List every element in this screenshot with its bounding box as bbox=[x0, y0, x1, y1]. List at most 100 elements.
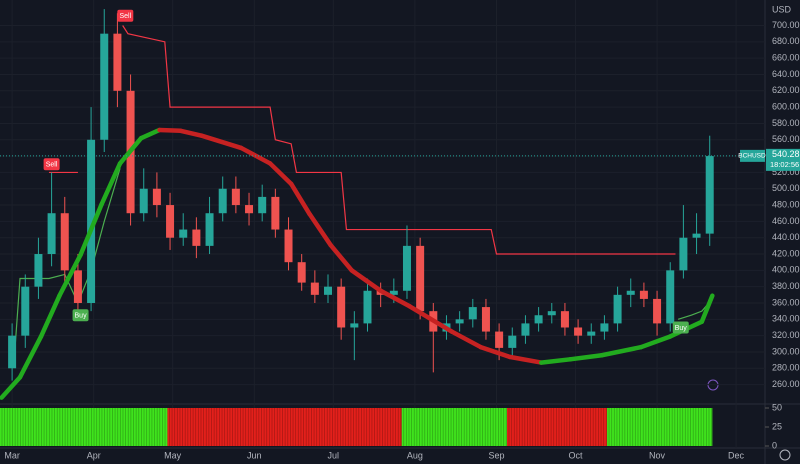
signal-badge bbox=[43, 158, 60, 171]
y-tick-label: 260.00 bbox=[772, 379, 800, 389]
indicator-segment bbox=[167, 408, 402, 446]
indicator-tick-label: 25 bbox=[772, 421, 782, 431]
candle-body bbox=[231, 188, 240, 206]
candle-body bbox=[73, 270, 82, 303]
candle-body bbox=[455, 319, 464, 324]
candle-body bbox=[679, 237, 688, 271]
currency: USD bbox=[772, 4, 792, 14]
candle-body bbox=[87, 139, 96, 303]
y-tick-label: 380.00 bbox=[772, 281, 800, 291]
moving-average bbox=[0, 375, 23, 400]
candle-body bbox=[337, 286, 346, 328]
moving-average bbox=[138, 127, 162, 141]
candle-body bbox=[692, 233, 701, 238]
indicator-segment bbox=[607, 408, 713, 446]
candle-body bbox=[324, 286, 333, 295]
x-tick-label: Nov bbox=[649, 450, 666, 460]
candle-body bbox=[310, 282, 319, 295]
y-tick-label: 660.00 bbox=[772, 53, 800, 63]
candle-body bbox=[639, 290, 648, 299]
y-tick-label: 420.00 bbox=[772, 248, 800, 258]
candle-body bbox=[521, 323, 530, 336]
candle-body bbox=[666, 270, 675, 324]
candle-body bbox=[389, 290, 398, 295]
moving-average bbox=[599, 344, 644, 358]
signal-label: Sell bbox=[46, 162, 58, 169]
moving-average bbox=[78, 201, 104, 258]
y-tick-label: 500.00 bbox=[772, 183, 800, 193]
candle-body bbox=[350, 323, 359, 328]
y-tick-label: 280.00 bbox=[772, 363, 800, 373]
x-tick-label: Apr bbox=[87, 450, 101, 460]
candle-body bbox=[547, 311, 556, 316]
candle-body bbox=[705, 156, 714, 234]
moving-average bbox=[117, 135, 144, 166]
moving-average bbox=[507, 354, 544, 365]
candle-body bbox=[297, 262, 306, 283]
moving-average bbox=[288, 181, 312, 217]
indicator-segment bbox=[507, 408, 608, 446]
candle-body bbox=[258, 196, 267, 214]
candle-body bbox=[284, 229, 293, 263]
candle-body bbox=[179, 229, 188, 238]
candle-body bbox=[363, 290, 372, 324]
y-tick-label: 680.00 bbox=[772, 36, 800, 46]
candle-body bbox=[192, 229, 201, 246]
y-tick-label: 480.00 bbox=[772, 199, 800, 209]
y-tick-label: 400.00 bbox=[772, 265, 800, 275]
indicator-tick-label: 50 bbox=[772, 402, 782, 412]
moving-average bbox=[328, 242, 354, 273]
moving-average bbox=[407, 304, 454, 334]
x-tick-label: Jun bbox=[247, 450, 262, 460]
settings-button[interactable] bbox=[779, 449, 791, 461]
candle-body bbox=[402, 245, 411, 291]
moving-average bbox=[349, 268, 383, 294]
candle-body bbox=[560, 311, 569, 328]
trailing-stop-line bbox=[48, 25, 676, 255]
x-tick-label: Dec bbox=[728, 450, 745, 460]
candle-body bbox=[60, 213, 69, 271]
candle-body bbox=[152, 188, 161, 206]
candle-body bbox=[113, 33, 122, 91]
moving-average bbox=[378, 288, 412, 309]
moving-average bbox=[38, 293, 62, 339]
candle-body bbox=[218, 188, 227, 214]
candle-body bbox=[495, 331, 504, 348]
y-tick-label: 300.00 bbox=[772, 346, 800, 356]
candle-body bbox=[271, 196, 280, 230]
y-tick-label: 600.00 bbox=[772, 101, 800, 111]
candle-body bbox=[587, 331, 596, 336]
candle-body bbox=[139, 188, 148, 214]
x-tick-label: May bbox=[164, 450, 182, 460]
moving-average bbox=[478, 344, 512, 360]
symbol-tag: BCHUSD bbox=[738, 153, 766, 160]
indicator-segment bbox=[401, 408, 508, 446]
signal-label: Sell bbox=[119, 13, 131, 20]
candle-body bbox=[613, 294, 622, 324]
x-tick-label: Oct bbox=[568, 450, 583, 460]
signal-badge bbox=[72, 309, 89, 322]
x-tick-label: Sep bbox=[488, 450, 504, 460]
candle-body bbox=[21, 286, 30, 336]
candle-body bbox=[626, 290, 635, 295]
indicator-segment bbox=[0, 408, 168, 446]
symbol-tag-bg bbox=[740, 149, 765, 162]
y-tick-label: 340.00 bbox=[772, 314, 800, 324]
y-tick-label: 320.00 bbox=[772, 330, 800, 340]
moving-average bbox=[99, 161, 123, 207]
candle-body bbox=[34, 254, 43, 287]
y-tick-label: 640.00 bbox=[772, 69, 800, 79]
moving-average bbox=[567, 352, 605, 362]
indicator-tick-label: 0 bbox=[772, 440, 777, 450]
y-tick-label: 520.00 bbox=[772, 167, 800, 177]
x-tick-label: Aug bbox=[407, 450, 423, 460]
x-tick-label: Mar bbox=[4, 450, 20, 460]
countdown: 18:02:56 bbox=[770, 160, 799, 169]
signal-label: Buy bbox=[675, 325, 688, 332]
candle-body bbox=[468, 307, 477, 320]
x-tick-label: Jul bbox=[328, 450, 340, 460]
moving-average bbox=[178, 128, 204, 138]
y-tick-label: 580.00 bbox=[772, 118, 800, 128]
